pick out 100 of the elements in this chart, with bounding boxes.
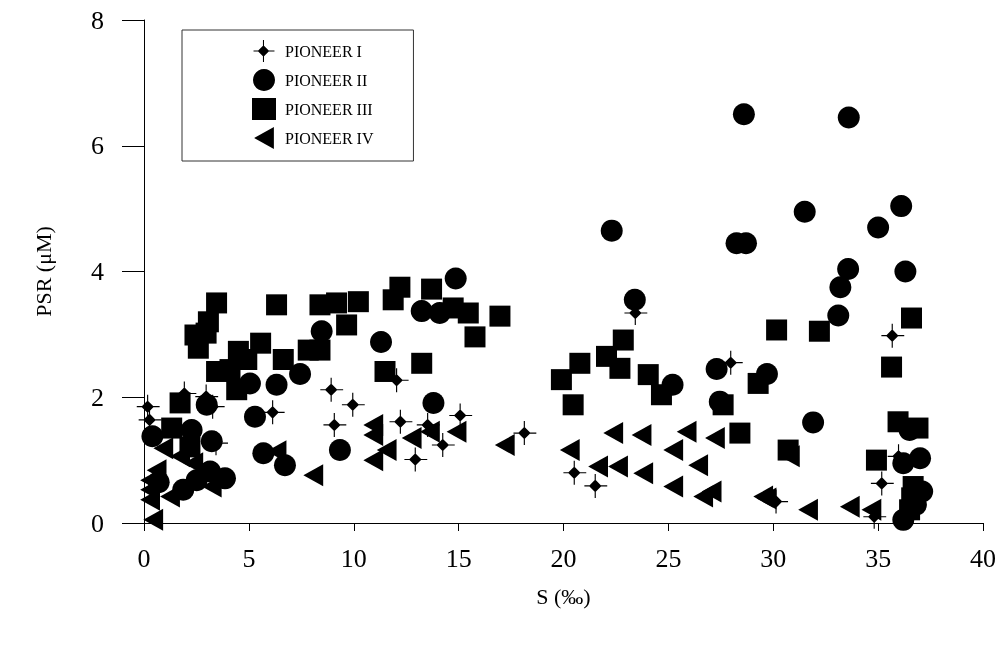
y-tick-label: 4	[91, 257, 104, 286]
point	[732, 103, 755, 126]
x-tick-label: 25	[655, 543, 682, 573]
point	[559, 439, 580, 462]
point	[705, 427, 725, 450]
point	[421, 278, 443, 300]
point	[701, 480, 722, 503]
point	[663, 475, 684, 498]
point	[793, 200, 816, 223]
point	[867, 216, 890, 239]
point	[309, 339, 331, 361]
point	[633, 462, 654, 485]
y-tick-label: 6	[91, 131, 104, 161]
x-tick-label: 35	[865, 543, 892, 573]
point	[608, 455, 628, 478]
point	[243, 405, 266, 428]
point	[336, 314, 358, 336]
point	[623, 288, 646, 311]
point	[347, 291, 369, 313]
point	[900, 307, 922, 329]
point	[289, 362, 312, 385]
point	[464, 326, 486, 348]
point	[798, 498, 818, 521]
point	[609, 357, 631, 379]
point	[562, 394, 584, 416]
x-tick-label: 15	[445, 543, 472, 573]
point	[663, 439, 684, 462]
point	[363, 449, 384, 472]
point	[363, 423, 384, 446]
point	[588, 455, 609, 478]
point	[865, 449, 887, 471]
point	[600, 219, 623, 242]
point	[729, 422, 751, 444]
x-axis-title: S (‰)	[536, 583, 591, 609]
y-tick-label: 8	[91, 5, 104, 35]
point	[444, 267, 467, 290]
point	[881, 356, 903, 378]
point	[637, 364, 659, 386]
point	[328, 439, 351, 462]
point	[829, 276, 852, 299]
point	[550, 369, 572, 391]
point	[143, 508, 164, 531]
point	[827, 304, 850, 327]
point	[837, 257, 860, 280]
point	[494, 434, 515, 457]
point	[837, 106, 860, 129]
point	[401, 427, 422, 450]
point	[252, 442, 275, 465]
point	[907, 417, 929, 439]
x-tick-label: 10	[340, 543, 367, 573]
point	[705, 357, 728, 380]
point	[326, 292, 348, 314]
x-tick-label: 40	[970, 543, 996, 573]
point	[650, 384, 672, 406]
point	[266, 294, 288, 316]
point	[153, 437, 174, 460]
x-tick-label: 20	[550, 543, 577, 573]
x-tick-label: 30	[760, 543, 787, 573]
point	[890, 195, 913, 218]
point	[446, 420, 467, 443]
y-tick-label: 0	[91, 508, 104, 538]
y-tick-label: 2	[91, 382, 104, 412]
legend-label: PIONEER III	[285, 100, 373, 118]
point	[197, 311, 219, 333]
point	[206, 292, 228, 314]
point	[569, 352, 591, 374]
point	[603, 422, 624, 445]
legend-label: PIONEER II	[285, 71, 368, 89]
point	[839, 495, 860, 518]
point	[411, 352, 433, 374]
point	[747, 372, 769, 394]
point	[226, 379, 248, 401]
point	[310, 320, 333, 343]
point	[457, 302, 479, 324]
x-tick-label: 5	[242, 543, 256, 573]
point	[422, 391, 445, 414]
point	[894, 260, 917, 283]
point	[808, 320, 830, 342]
point	[374, 360, 396, 382]
point	[389, 276, 411, 298]
x-tick-label: 0	[137, 543, 151, 573]
point	[410, 300, 433, 323]
point	[141, 425, 164, 448]
point	[887, 411, 909, 433]
legend-label: PIONEER I	[285, 42, 362, 60]
point	[688, 454, 709, 477]
point	[265, 373, 288, 396]
point	[272, 349, 294, 371]
point	[612, 329, 634, 351]
point	[489, 305, 511, 327]
legend-label: PIONEER IV	[285, 129, 374, 147]
point	[370, 330, 393, 353]
y-axis-title: PSR (μM)	[30, 226, 56, 317]
point	[631, 423, 652, 446]
point	[766, 319, 788, 341]
point	[161, 417, 183, 439]
point	[909, 447, 932, 470]
point	[250, 332, 272, 354]
point	[802, 411, 825, 434]
point	[676, 420, 697, 443]
